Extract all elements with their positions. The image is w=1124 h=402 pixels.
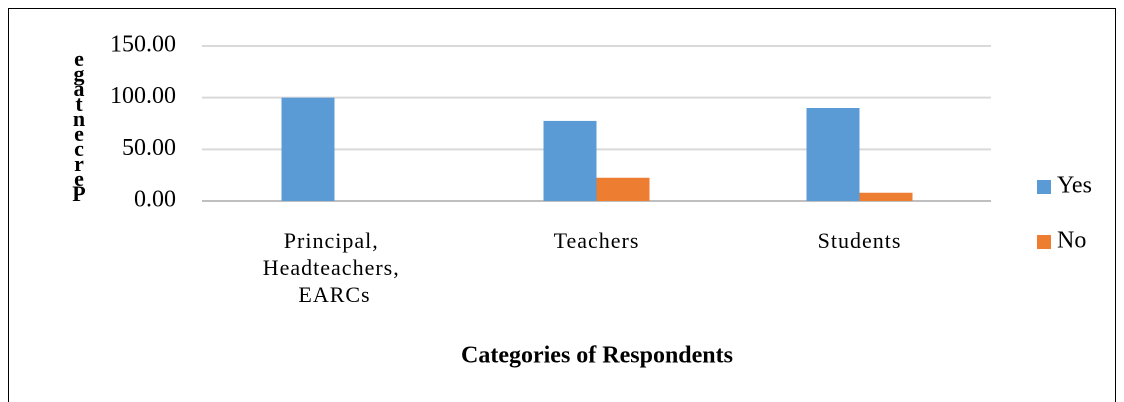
y-axis-title-letter: t — [75, 91, 83, 116]
x-tick-label-line: EARCs — [298, 282, 370, 307]
bar — [543, 120, 597, 201]
x-tick-label-line: Principal, — [284, 228, 385, 253]
bar — [859, 192, 913, 201]
y-axis-title-letter: g — [74, 61, 85, 86]
bar — [281, 97, 335, 201]
x-tick-label: Students — [818, 228, 902, 253]
legend-label: No — [1057, 228, 1086, 254]
y-tick-label: 150.00 — [110, 32, 176, 58]
y-axis-title-letter: r — [74, 151, 84, 176]
y-tick-label: 50.00 — [122, 135, 176, 161]
y-tick-label: 100.00 — [110, 83, 176, 109]
x-tick-label-line: Headteachers, — [263, 255, 406, 280]
y-tick-label: 0.00 — [134, 187, 176, 213]
y-axis-title-letter: P — [72, 181, 85, 206]
legend-swatch — [1037, 235, 1051, 249]
y-axis-title: Percentage — [72, 46, 85, 206]
legend-label: Yes — [1057, 173, 1092, 199]
bar — [596, 177, 650, 201]
y-axis-title-letter: a — [74, 76, 85, 101]
x-tick-label-line: Students — [818, 228, 902, 253]
y-axis-title-letter: n — [73, 106, 85, 131]
y-axis-title-letter: e — [74, 166, 84, 191]
chart-frame — [8, 8, 1116, 402]
y-axis-title-letter: e — [74, 46, 84, 71]
x-axis-title: Categories of Respondents — [461, 343, 733, 369]
x-tick-label: Principal, Headteachers, EARCs — [263, 228, 406, 307]
y-axis-title-letter: e — [74, 121, 84, 146]
legend-swatch — [1037, 180, 1051, 194]
bar — [806, 108, 860, 201]
x-tick-label: Teachers — [554, 228, 640, 253]
x-tick-label-line: Teachers — [554, 228, 640, 253]
y-axis-title-letter: c — [74, 136, 84, 161]
